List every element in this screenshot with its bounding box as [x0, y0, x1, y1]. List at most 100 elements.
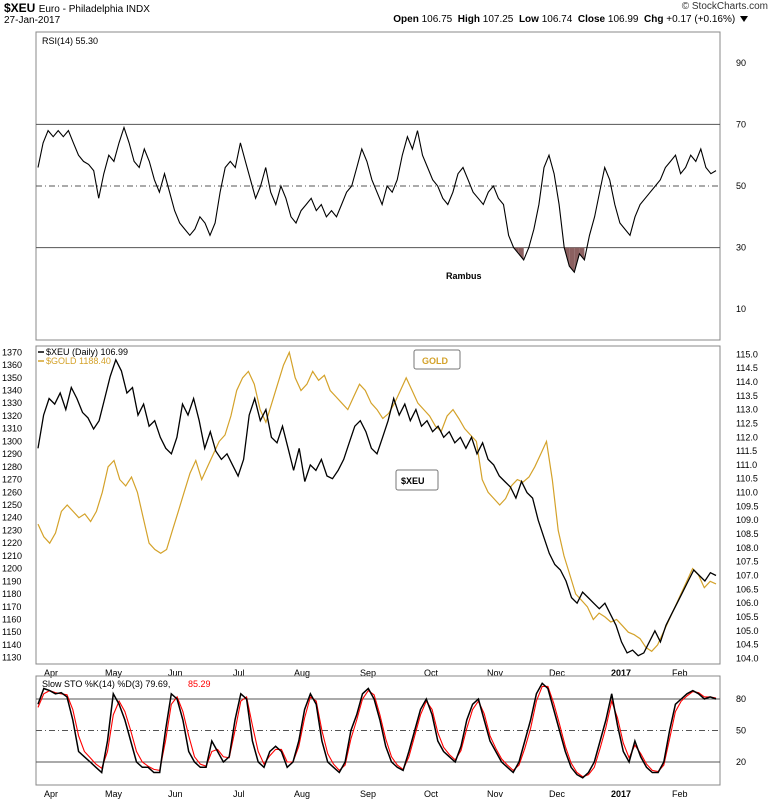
- high-value: 107.25: [482, 14, 514, 25]
- gold-axis-tick: 1370: [2, 347, 22, 357]
- gold-axis-tick: 1200: [2, 564, 22, 574]
- sto-d-value: 85.29: [188, 679, 211, 689]
- gold-axis-tick: 1250: [2, 500, 22, 510]
- high-label: High: [457, 14, 480, 25]
- rsi-tick-label: 10: [736, 304, 746, 314]
- month-tick-label: Jun: [168, 668, 183, 678]
- sto-month-tick-label: Aug: [294, 789, 310, 799]
- rsi-line: [37, 125, 717, 274]
- rsi-title: RSI(14) 55.30: [42, 36, 98, 46]
- close-value: 106.99: [607, 14, 639, 25]
- sto-month-tick-label: Nov: [487, 789, 504, 799]
- gold-axis-tick: 1300: [2, 436, 22, 446]
- month-tick-label: Oct: [424, 668, 439, 678]
- gold-axis-tick: 1360: [2, 360, 22, 370]
- month-tick-label: May: [105, 668, 123, 678]
- gold-axis-tick: 1260: [2, 487, 22, 497]
- month-tick-label: Nov: [487, 668, 504, 678]
- month-tick-label: Feb: [672, 668, 688, 678]
- month-tick-label: 2017: [611, 668, 631, 678]
- gold-callout-box: [413, 349, 461, 370]
- gold-axis-tick: 1130: [2, 653, 21, 663]
- xeu-callout-box: [395, 469, 439, 491]
- low-label: Low: [518, 14, 539, 25]
- xeu-axis-tick: 113.5: [736, 391, 758, 401]
- gold-axis-tick: 1280: [2, 462, 22, 472]
- gold-callout-label: GOLD: [422, 356, 448, 366]
- sto-month-tick-label: May: [105, 789, 123, 799]
- xeu-axis-tick: 111.0: [736, 460, 757, 470]
- sto-month-tick-label: Jun: [168, 789, 183, 799]
- sto-tick-label: 20: [736, 757, 746, 767]
- sto-title-prefix: Slow STO %K(14) %D(3) 79.69,: [42, 679, 170, 689]
- xeu-axis-tick: 108.0: [736, 543, 759, 553]
- xeu-axis-tick: 106.0: [736, 598, 759, 608]
- open-label: Open: [393, 14, 419, 25]
- month-tick-label: Dec: [549, 668, 566, 678]
- gold-axis-tick: 1330: [2, 398, 22, 408]
- xeu-callout-label: $XEU: [401, 476, 425, 486]
- sto-month-tick-label: Oct: [424, 789, 439, 799]
- sto-month-tick-label: Feb: [672, 789, 688, 799]
- xeu-axis-tick: 114.0: [736, 377, 758, 387]
- xeu-axis-tick: 112.5: [736, 418, 758, 428]
- rsi-oversold-fill: [518, 247, 524, 260]
- gold-legend-label: $GOLD 1188.40: [46, 356, 111, 366]
- rsi-oversold-fill: [569, 247, 575, 273]
- symbol-description: Euro - Philadelphia INDX: [38, 4, 150, 15]
- sto-k-line: [37, 682, 717, 779]
- month-tick-label: Apr: [44, 668, 58, 678]
- sto-month-tick-label: Dec: [549, 789, 566, 799]
- symbol-title: $XEU Euro - Philadelphia INDX: [4, 1, 150, 15]
- gold-axis-tick: 1290: [2, 449, 22, 459]
- ohlc-readout: Open 106.75 High 107.25 Low 106.74 Close…: [393, 14, 748, 25]
- xeu-axis-tick: 108.5: [736, 529, 759, 539]
- gold-axis-tick: 1340: [2, 386, 22, 396]
- gold-axis-tick: 1140: [2, 640, 21, 650]
- xeu-axis-tick: 104.0: [736, 653, 759, 663]
- xeu-axis-tick: 106.5: [736, 584, 759, 594]
- xeu-axis-tick: 105.5: [736, 612, 759, 622]
- gold-axis-tick: 1230: [2, 525, 22, 535]
- xeu-axis-tick: 110.5: [736, 474, 758, 484]
- sto-tick-label: 50: [736, 726, 746, 736]
- gold-axis-tick: 1240: [2, 513, 22, 523]
- xeu-axis-tick: 113.0: [736, 405, 758, 415]
- xeu-legend-label: $XEU (Daily) 106.99: [46, 347, 128, 357]
- rambus-annotation: Rambus: [446, 271, 482, 281]
- gold-axis-tick: 1350: [2, 373, 22, 383]
- rsi-oversold-fill: [579, 247, 585, 260]
- chart-header: $XEU Euro - Philadelphia INDX 27-Jan-201…: [0, 0, 774, 30]
- month-tick-label: Jul: [233, 668, 245, 678]
- xeu-axis-tick: 107.0: [736, 571, 759, 581]
- xeu-axis-tick: 109.0: [736, 515, 759, 525]
- rsi-tick-label: 30: [736, 243, 746, 253]
- month-tick-label: Sep: [360, 668, 376, 678]
- gold-axis-tick: 1320: [2, 411, 22, 421]
- change-label: Chg: [644, 14, 664, 25]
- gold-axis-tick: 1310: [2, 424, 22, 434]
- price-panel-frame: [35, 345, 721, 665]
- sto-month-tick-label: Jul: [233, 789, 245, 799]
- gold-axis-tick: 1170: [2, 602, 21, 612]
- xeu-axis-tick: 104.5: [736, 640, 759, 650]
- change-down-icon: [740, 16, 748, 23]
- brand-watermark: © StockCharts.com: [681, 1, 768, 12]
- sto-month-tick-label: Sep: [360, 789, 376, 799]
- gold-axis-tick: 1210: [2, 551, 22, 561]
- xeu-axis-tick: 110.0: [736, 488, 758, 498]
- gold-axis-tick: 1160: [2, 614, 21, 624]
- xeu-axis-tick: 105.0: [736, 626, 759, 636]
- xeu-line: [37, 358, 717, 657]
- xeu-axis-tick: 112.0: [736, 432, 758, 442]
- xeu-axis-tick: 107.5: [736, 557, 759, 567]
- symbol: $XEU: [4, 1, 36, 15]
- xeu-axis-tick: 115.0: [736, 349, 758, 359]
- close-label: Close: [577, 14, 606, 25]
- low-value: 106.74: [541, 14, 573, 25]
- sto-month-tick-label: Apr: [44, 789, 58, 799]
- change-value: +0.17 (+0.16%): [666, 14, 736, 25]
- open-value: 106.75: [421, 14, 453, 25]
- xeu-axis-tick: 109.5: [736, 501, 759, 511]
